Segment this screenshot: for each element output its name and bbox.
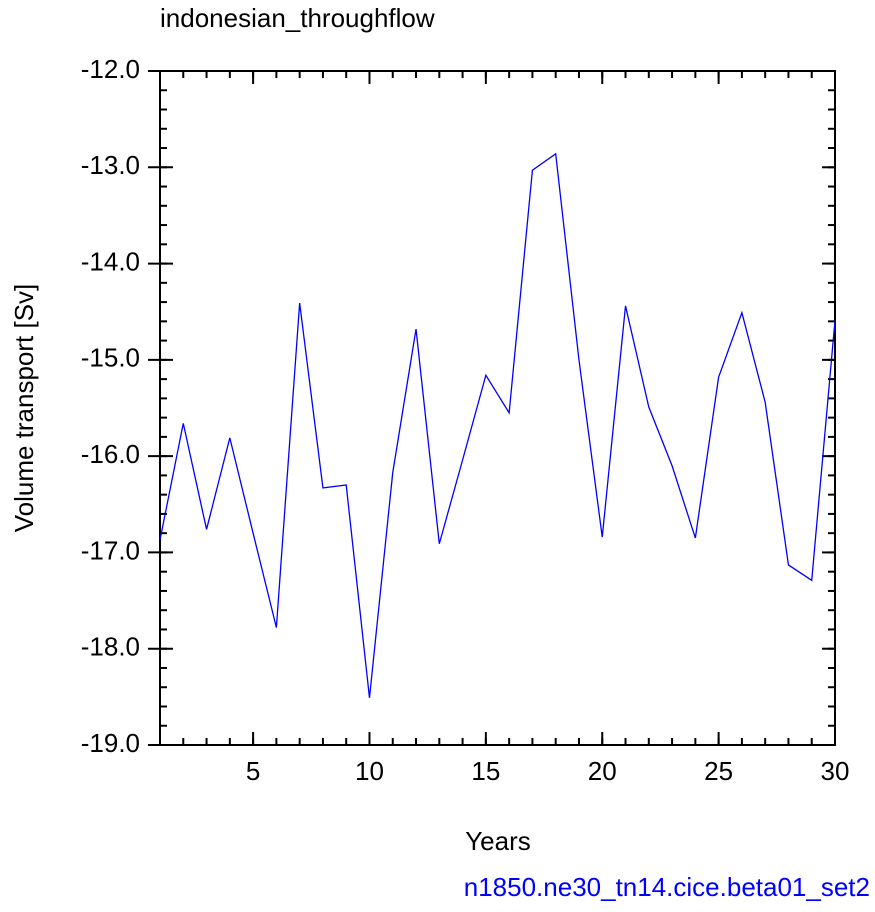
y-tick-label: -14.0 <box>81 246 140 276</box>
y-tick-label: -12.0 <box>81 54 140 84</box>
y-tick-label: -15.0 <box>81 343 140 373</box>
x-tick-label: 10 <box>355 756 384 786</box>
x-tick-label: 25 <box>704 756 733 786</box>
x-tick-label: 20 <box>588 756 617 786</box>
x-axis-label: Years <box>465 826 531 856</box>
y-tick-label: -18.0 <box>81 632 140 662</box>
x-tick-label: 5 <box>246 756 260 786</box>
y-tick-label: -16.0 <box>81 439 140 469</box>
plot-frame <box>159 70 836 746</box>
data-line <box>159 152 836 698</box>
chart-title: indonesian_throughflow <box>160 3 435 33</box>
y-tick-label: -19.0 <box>81 728 140 758</box>
y-tick-label: -17.0 <box>81 535 140 565</box>
x-tick-label: 15 <box>471 756 500 786</box>
y-axis-label: Volume transport [Sv] <box>9 284 39 533</box>
annotation: n1850.ne30_tn14.cice.beta01_set2 <box>464 872 870 902</box>
y-tick-label: -13.0 <box>81 150 140 180</box>
x-tick-label: 30 <box>821 756 850 786</box>
